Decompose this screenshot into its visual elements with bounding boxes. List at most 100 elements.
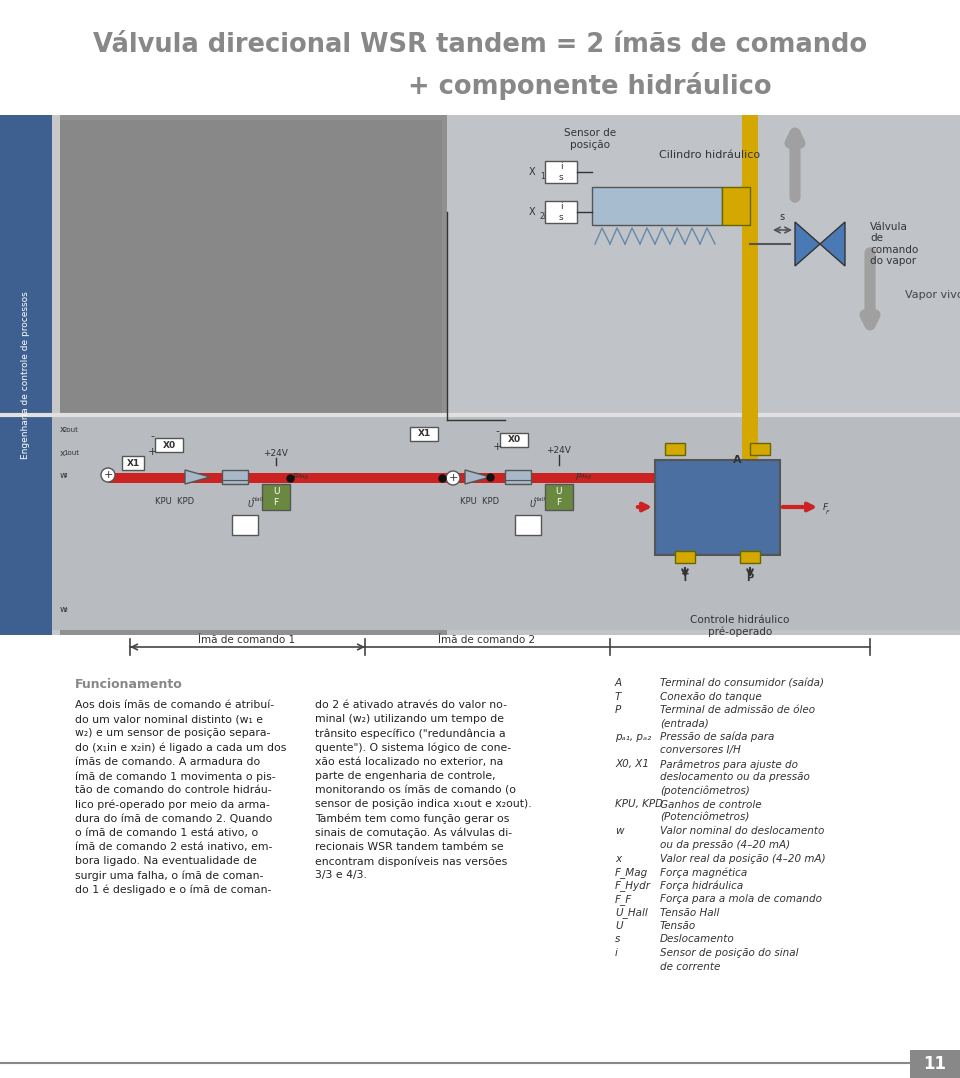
Bar <box>592 186 722 225</box>
Text: U: U <box>248 500 254 509</box>
Bar <box>722 186 750 225</box>
Bar <box>740 551 760 563</box>
Text: Hall: Hall <box>534 497 546 502</box>
Text: conversores I/H: conversores I/H <box>660 746 741 756</box>
Text: pₐ₁, pₐ₂: pₐ₁, pₐ₂ <box>615 732 651 742</box>
Text: U
F: U F <box>273 487 279 507</box>
Bar <box>545 484 573 510</box>
Text: Força magnética: Força magnética <box>660 867 747 877</box>
Text: do (x₁in e x₂in) é ligado a cada um dos: do (x₁in e x₂in) é ligado a cada um dos <box>75 743 286 754</box>
Text: dura do ímã de comando 2. Quando: dura do ímã de comando 2. Quando <box>75 814 273 824</box>
Text: F: F <box>576 472 581 482</box>
Circle shape <box>446 471 460 485</box>
Text: -: - <box>495 426 499 436</box>
Text: +24V: +24V <box>546 446 571 455</box>
Bar <box>447 115 960 635</box>
Bar <box>0 115 960 635</box>
Text: ou da pressão (4–20 mA): ou da pressão (4–20 mA) <box>660 840 790 849</box>
Bar <box>0 115 52 635</box>
Text: (potenciômetros): (potenciômetros) <box>660 786 750 797</box>
Text: X1: X1 <box>127 458 139 468</box>
Text: Valor real da posição (4–20 mA): Valor real da posição (4–20 mA) <box>660 854 826 863</box>
Bar <box>108 473 748 483</box>
Text: U
F: U F <box>556 487 563 507</box>
Text: 2in: 2in <box>540 212 552 221</box>
Text: tão de comando do controle hidráu-: tão de comando do controle hidráu- <box>75 785 272 796</box>
Polygon shape <box>795 222 820 266</box>
Text: 2out: 2out <box>63 427 79 433</box>
Text: X0: X0 <box>508 436 520 444</box>
Bar <box>515 515 541 535</box>
Text: A: A <box>615 678 622 688</box>
Text: Ímã de comando 1: Ímã de comando 1 <box>199 635 296 645</box>
Text: 1in: 1in <box>540 172 552 181</box>
Text: surgir uma falha, o ímã de coman-: surgir uma falha, o ímã de coman- <box>75 870 263 881</box>
Text: Força para a mola de comando: Força para a mola de comando <box>660 894 822 904</box>
Text: do 2 é ativado através do valor no-: do 2 é ativado através do valor no- <box>315 700 507 710</box>
Text: ímãs de comando. A armadura do: ímãs de comando. A armadura do <box>75 757 260 766</box>
Polygon shape <box>820 222 845 266</box>
Bar <box>665 443 685 455</box>
Bar <box>742 115 758 415</box>
Text: KPU  KPD: KPU KPD <box>156 497 195 506</box>
Bar <box>742 250 758 540</box>
Text: +: + <box>147 447 156 457</box>
Text: 1out: 1out <box>63 450 79 456</box>
Text: T: T <box>615 691 621 702</box>
Text: ímã de comando 1 movimenta o pis-: ímã de comando 1 movimenta o pis- <box>75 771 276 782</box>
Text: i: i <box>615 948 618 958</box>
Text: U: U <box>530 500 536 509</box>
Text: s: s <box>615 935 620 944</box>
Text: Vapor vivo: Vapor vivo <box>905 290 960 300</box>
Text: F: F <box>823 502 828 511</box>
Text: X0, X1: X0, X1 <box>615 759 649 769</box>
Bar <box>0 660 960 1078</box>
Bar <box>262 484 290 510</box>
Text: de corrente: de corrente <box>660 962 720 971</box>
Text: w: w <box>615 827 623 837</box>
Text: bora ligado. Na eventualidade de: bora ligado. Na eventualidade de <box>75 856 257 867</box>
FancyBboxPatch shape <box>410 427 438 441</box>
Text: X: X <box>528 167 535 177</box>
Text: Válvula
de
comando
do vapor: Válvula de comando do vapor <box>870 222 919 266</box>
Text: trânsito específico ("redundância a: trânsito específico ("redundância a <box>315 729 506 738</box>
Text: Sensor de
posição: Sensor de posição <box>564 128 616 150</box>
Text: U_Hall: U_Hall <box>615 908 648 918</box>
Text: Terminal do consumidor (saída): Terminal do consumidor (saída) <box>660 678 824 688</box>
Text: i
s: i s <box>559 203 564 222</box>
Text: deslocamento ou da pressão: deslocamento ou da pressão <box>660 773 810 783</box>
Bar <box>222 470 248 484</box>
Bar <box>0 115 60 635</box>
Text: F: F <box>826 510 829 515</box>
Text: Deslocamento: Deslocamento <box>660 935 734 944</box>
Text: Valor nominal do deslocamento: Valor nominal do deslocamento <box>660 827 825 837</box>
FancyBboxPatch shape <box>500 433 528 447</box>
Polygon shape <box>465 470 490 484</box>
Bar <box>545 201 577 223</box>
Text: w: w <box>60 606 67 614</box>
Text: 3/3 e 4/3.: 3/3 e 4/3. <box>315 870 367 881</box>
Text: Ímã de comando 2: Ímã de comando 2 <box>439 635 536 645</box>
Text: minal (w₂) utilizando um tempo de: minal (w₂) utilizando um tempo de <box>315 715 504 724</box>
Circle shape <box>101 468 115 482</box>
Text: (Potenciômetros): (Potenciômetros) <box>660 813 750 823</box>
Text: Pressão de saída para: Pressão de saída para <box>660 732 775 743</box>
Text: parte de engenharia de controle,: parte de engenharia de controle, <box>315 771 495 780</box>
Bar <box>545 161 577 183</box>
Text: i
s: i s <box>559 163 564 182</box>
Text: Controle hidráulico
pré-operado: Controle hidráulico pré-operado <box>690 614 790 637</box>
Polygon shape <box>185 470 210 484</box>
Text: Terminal de admissão de óleo: Terminal de admissão de óleo <box>660 705 815 715</box>
Text: + componente hidráulico: + componente hidráulico <box>408 72 772 100</box>
Text: sinais de comutação. As válvulas di-: sinais de comutação. As válvulas di- <box>315 828 512 839</box>
Text: recionais WSR tandem também se: recionais WSR tandem também se <box>315 842 504 852</box>
Text: Conexão do tanque: Conexão do tanque <box>660 691 761 702</box>
Text: monitorando os ímãs de comando (o: monitorando os ímãs de comando (o <box>315 785 516 796</box>
Bar <box>232 515 258 535</box>
Text: U: U <box>615 921 623 931</box>
Text: P: P <box>747 573 754 583</box>
Text: 11: 11 <box>924 1055 947 1073</box>
Text: +24V: +24V <box>264 450 288 458</box>
Text: X0: X0 <box>162 441 176 450</box>
Text: s: s <box>780 212 784 222</box>
